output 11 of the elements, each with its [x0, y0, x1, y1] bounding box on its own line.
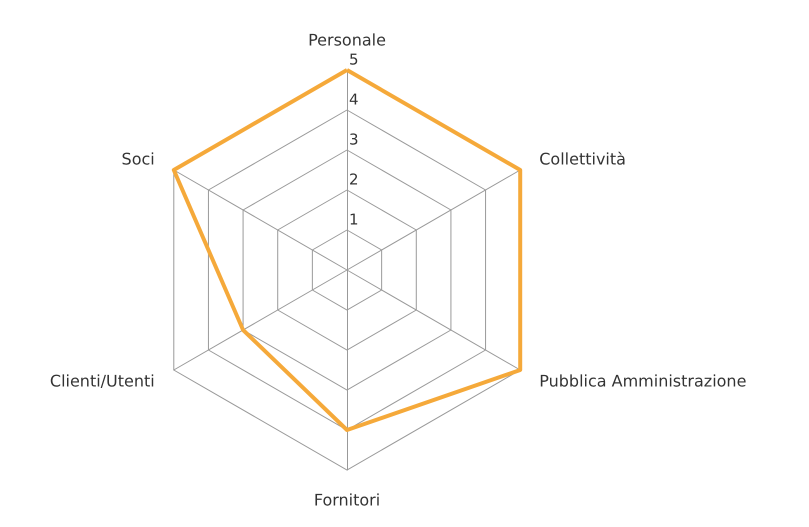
spoke-label: Collettività: [539, 150, 626, 168]
y-tick-label: 3: [349, 130, 359, 148]
spoke-label: Pubblica Amministrazione: [539, 372, 746, 390]
y-tick-label: 1: [349, 210, 359, 228]
spoke-label: Fornitori: [314, 490, 380, 510]
spoke-label: Personale: [308, 30, 386, 50]
y-tick-label: 5: [349, 50, 359, 68]
y-tick-label: 4: [349, 90, 359, 108]
spoke-label: Clienti/Utenti: [50, 372, 155, 390]
spoke-label: Soci: [122, 150, 155, 168]
y-tick-label: 2: [349, 170, 359, 188]
